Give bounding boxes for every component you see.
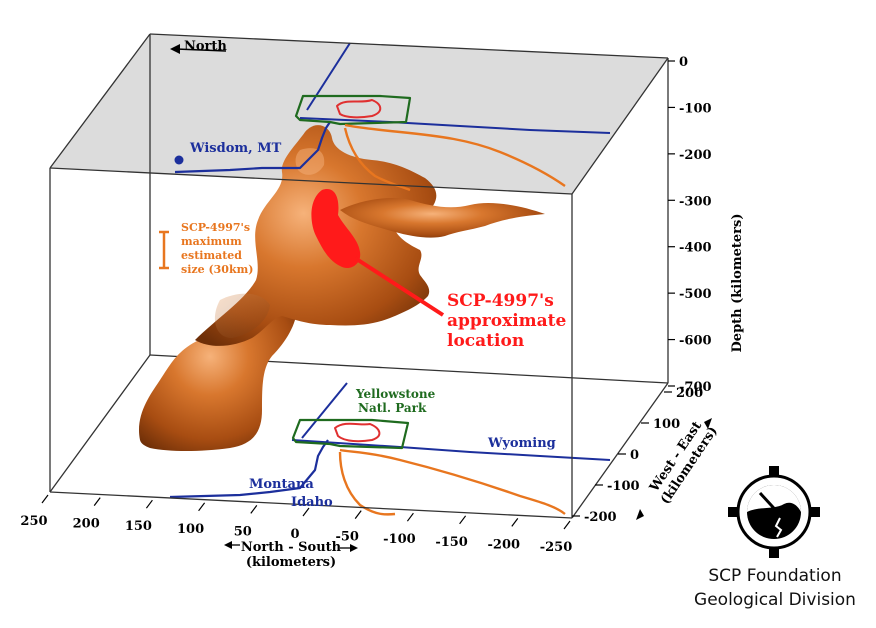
ns-tick-mark bbox=[563, 520, 571, 530]
ns-tick-mark bbox=[302, 507, 310, 517]
plume-highlight-2 bbox=[295, 148, 325, 175]
ns-axis-title: North - South (kilometers) bbox=[224, 540, 358, 570]
yellowstone-label-line2: Natl. Park bbox=[358, 401, 427, 415]
west-east-axis: 200 100 0 -100 -200 bbox=[572, 386, 703, 525]
ns-tick-mark bbox=[198, 502, 206, 512]
bottom-plane-map bbox=[169, 382, 611, 516]
north-south-axis: 250 200 150 100 50 0 -50 -100 -150 -200 -250 bbox=[20, 494, 573, 555]
we-tick-label: 0 bbox=[630, 448, 639, 463]
we-tick-label: 100 bbox=[653, 417, 680, 432]
scale-note-line: size (30km) bbox=[181, 263, 253, 276]
wyoming-north-border-top bbox=[299, 117, 611, 134]
scale-bar bbox=[159, 230, 169, 270]
depth-tick-label: -400 bbox=[679, 241, 712, 256]
scp-4997-shape bbox=[311, 189, 361, 269]
scp-4997-pointer bbox=[353, 256, 445, 317]
mantle-plume bbox=[139, 125, 545, 451]
montana-label: Montana bbox=[249, 477, 314, 492]
ns-tick-mark bbox=[41, 494, 49, 504]
location-note-line: SCP-4997's bbox=[447, 291, 554, 311]
ns-tick-mark bbox=[145, 499, 153, 509]
scale-note-line: SCP-4997's bbox=[181, 221, 250, 234]
depth-axis: 0 -100 -200 -300 -400 -500 -600 -700 bbox=[668, 55, 712, 395]
ns-tick-mark bbox=[406, 512, 414, 522]
yellowstone-outline-top bbox=[294, 94, 412, 126]
ns-tick-label: 100 bbox=[177, 522, 204, 537]
wisdom-dot bbox=[174, 155, 184, 165]
wyoming-label: Wyoming bbox=[487, 436, 556, 451]
ns-tick-label: -250 bbox=[540, 540, 573, 555]
ns-tick-label: 0 bbox=[290, 527, 299, 542]
ns-axis-title-line2: (kilometers) bbox=[246, 555, 336, 570]
yellowstone-outline-bottom bbox=[291, 418, 410, 450]
we-axis-arrows bbox=[636, 418, 712, 520]
caldera-outline-top bbox=[336, 99, 382, 119]
ns-tick-label: -200 bbox=[488, 537, 521, 552]
ns-tick-mark bbox=[511, 518, 519, 527]
we-tick-label: -100 bbox=[607, 479, 640, 494]
north-arrow: North bbox=[170, 39, 227, 54]
ns-tick-label: 250 bbox=[20, 514, 47, 529]
depth-tick-label: -100 bbox=[679, 101, 712, 116]
logo-line1: SCP Foundation bbox=[708, 566, 842, 586]
hotspot-track-bottom bbox=[338, 448, 566, 516]
scp-4997-marker bbox=[311, 189, 445, 317]
depth-tick-label: -500 bbox=[679, 287, 712, 302]
ns-tick-mark bbox=[459, 515, 467, 525]
ns-tick-mark bbox=[93, 497, 101, 506]
ns-tick-label: 200 bbox=[73, 517, 100, 532]
logo-line2: Geological Division bbox=[694, 590, 856, 610]
hotspot-track-top bbox=[343, 123, 566, 192]
surface-plane bbox=[50, 34, 668, 194]
location-note-line: approximate bbox=[447, 311, 567, 331]
ns-tick-label: -150 bbox=[435, 535, 468, 550]
idaho-wyoming-border-bottom bbox=[301, 382, 348, 439]
depth-tick-label: -600 bbox=[679, 334, 712, 349]
ns-tick-label: 150 bbox=[125, 519, 152, 534]
idaho-wyoming-border-top bbox=[306, 42, 351, 111]
plume-main-column bbox=[195, 125, 437, 346]
north-label: North bbox=[184, 39, 227, 54]
scale-note-line: maximum bbox=[181, 235, 242, 248]
ns-axis-title-line1: North - South bbox=[241, 540, 342, 555]
we-tick-label: 200 bbox=[676, 386, 703, 401]
we-tick-label: -200 bbox=[584, 510, 617, 525]
yellowstone-label-line1: Yellowstone bbox=[355, 387, 436, 401]
depth-tick-label: -200 bbox=[679, 148, 712, 163]
scp-logo-icon bbox=[728, 466, 820, 558]
plume-highlight bbox=[214, 293, 270, 338]
depth-tick-label: -700 bbox=[679, 380, 712, 395]
ns-tick-label: 50 bbox=[234, 524, 252, 539]
plume-east-arm bbox=[340, 198, 545, 238]
ns-tick-label: -50 bbox=[335, 530, 359, 545]
wyoming-north-border-bottom bbox=[291, 439, 611, 461]
caldera-outline-bottom bbox=[334, 422, 381, 443]
box-front-edges bbox=[49, 33, 669, 519]
wisdom-label: Wisdom, MT bbox=[189, 141, 282, 156]
ns-tick-mark bbox=[250, 505, 258, 514]
ns-tick-mark bbox=[354, 510, 362, 519]
ns-tick-label: -100 bbox=[383, 532, 416, 547]
depth-tick-label: -300 bbox=[679, 194, 712, 209]
idaho-label: Idaho bbox=[291, 495, 333, 510]
location-note-line: location bbox=[447, 331, 524, 351]
scale-note-line: estimated bbox=[181, 249, 242, 262]
depth-axis-title: Depth (kilometers) bbox=[730, 214, 745, 353]
depth-tick-label: 0 bbox=[679, 55, 688, 70]
top-plane-map bbox=[174, 42, 611, 192]
montana-idaho-border-top bbox=[174, 121, 331, 174]
montana-idaho-border-bottom bbox=[169, 439, 329, 499]
